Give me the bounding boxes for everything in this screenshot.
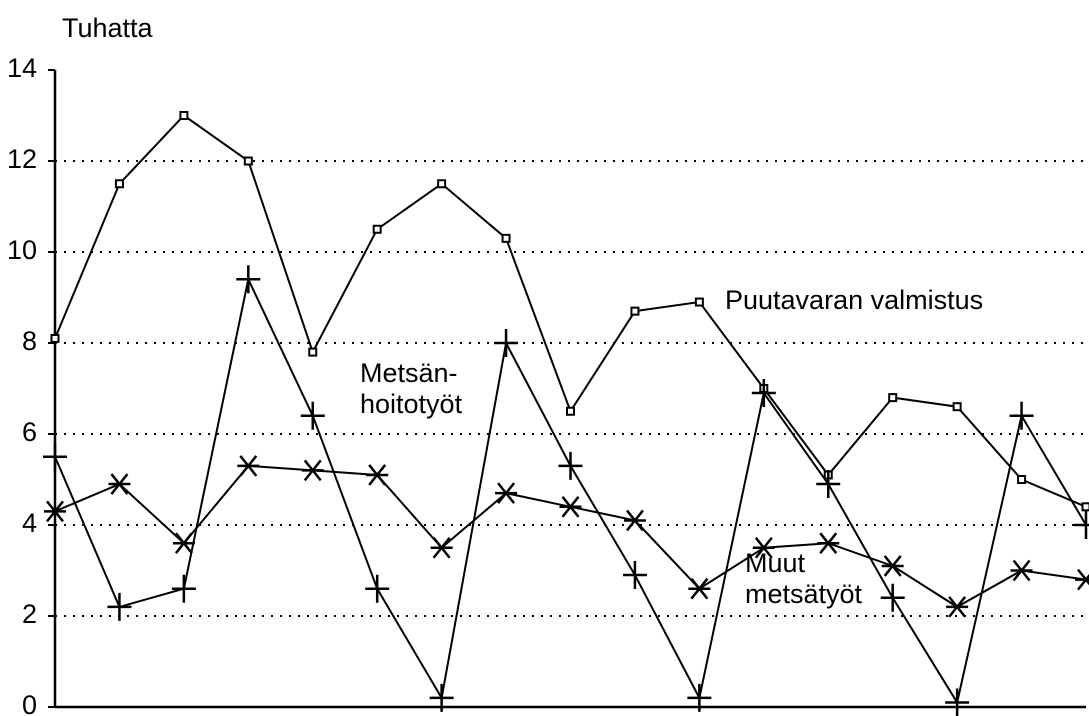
point (300, 401, 325, 430)
point (1010, 559, 1033, 582)
point (43, 442, 67, 471)
series-label: Metsän- (360, 358, 458, 388)
point (558, 451, 583, 480)
y-axis-title: Tuhatta (62, 13, 154, 43)
point (1017, 475, 1027, 484)
point (44, 500, 66, 523)
point (888, 393, 898, 403)
series-label: metsätyöt (745, 579, 863, 609)
point (437, 179, 447, 189)
point (1081, 502, 1089, 512)
point (243, 156, 253, 166)
point (430, 536, 453, 559)
y-tick-label: 4 (22, 508, 37, 538)
point (817, 532, 840, 554)
series-label: Muut (745, 548, 806, 578)
point (108, 473, 131, 495)
point (622, 561, 647, 590)
point (179, 111, 189, 120)
point (688, 577, 711, 600)
point (816, 470, 841, 499)
point (630, 306, 640, 316)
point (752, 536, 775, 559)
point (687, 683, 712, 712)
point (952, 402, 962, 412)
point (1074, 511, 1089, 539)
point (50, 333, 60, 343)
point (494, 329, 519, 357)
point (880, 583, 905, 612)
point (429, 683, 454, 712)
point (1009, 401, 1034, 430)
point (236, 265, 261, 294)
point (365, 574, 390, 603)
point (308, 347, 318, 357)
point (881, 555, 904, 577)
point (171, 574, 196, 603)
point (114, 179, 124, 189)
point (946, 596, 969, 618)
point (301, 459, 324, 482)
series-line (54, 464, 1087, 609)
series-label: hoitotyöt (360, 389, 463, 419)
point (566, 406, 575, 416)
y-tick-label: 2 (22, 599, 37, 629)
series-label: Puutavaran valmistus (725, 285, 983, 315)
point (107, 592, 132, 621)
y-tick-label: 0 (22, 690, 37, 716)
point (372, 224, 382, 234)
point (366, 464, 389, 486)
point (495, 482, 518, 504)
point (172, 532, 195, 554)
point (501, 233, 511, 243)
y-tick-label: 8 (22, 326, 37, 356)
point (559, 496, 582, 518)
y-tick-label: 12 (7, 144, 37, 174)
point (237, 455, 260, 477)
point (694, 297, 704, 307)
y-tick-label: 6 (22, 417, 37, 447)
point (1075, 568, 1089, 591)
point (945, 688, 970, 716)
point (623, 509, 646, 532)
point (751, 379, 776, 408)
y-tick-label: 10 (7, 235, 37, 265)
y-tick-label: 14 (7, 53, 37, 83)
